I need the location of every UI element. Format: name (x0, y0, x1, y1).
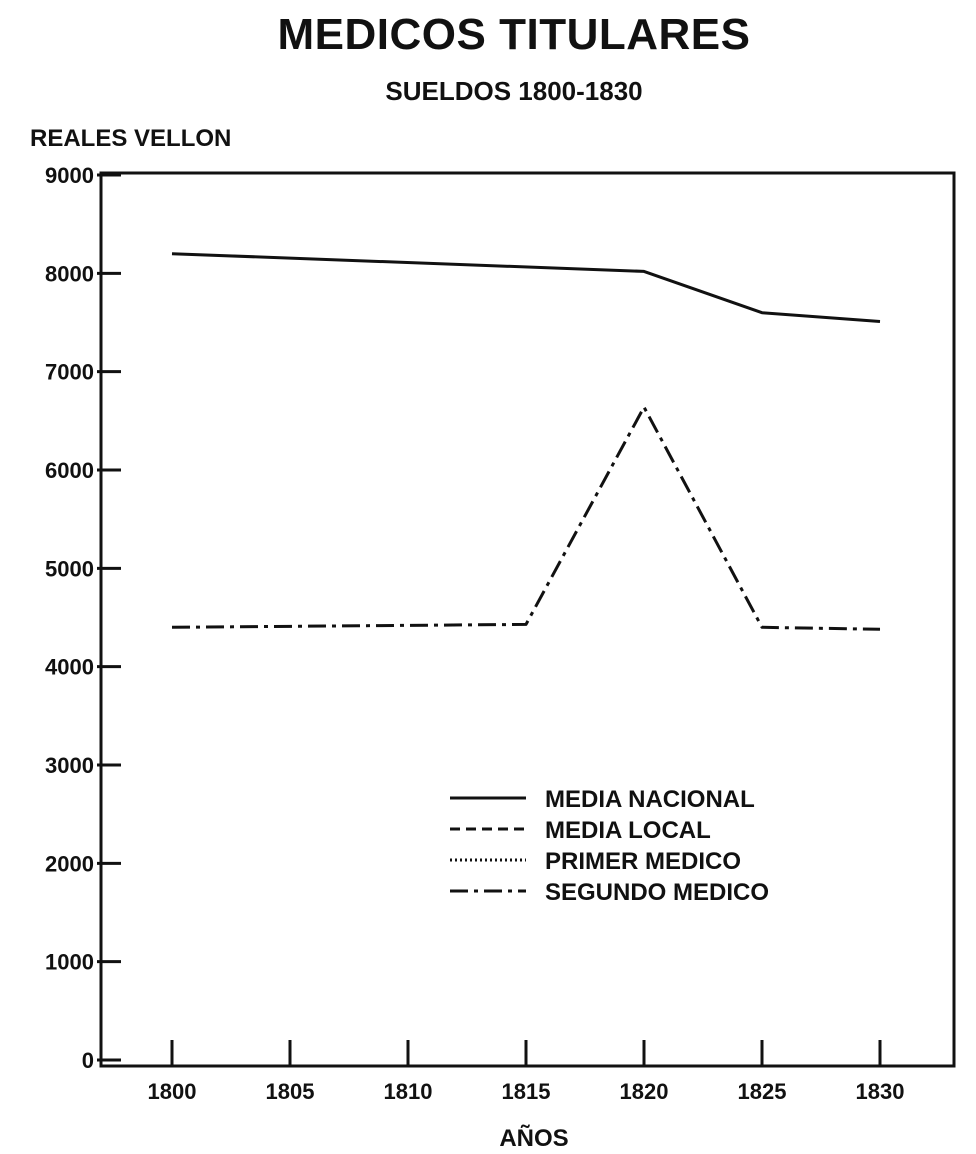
x-tick-label-1815: 1815 (502, 1079, 551, 1104)
x-tick-label-1830: 1830 (856, 1079, 905, 1104)
y-tick-label-4000: 4000 (45, 655, 94, 680)
y-tick-label-9000: 9000 (45, 163, 94, 188)
y-tick-label-6000: 6000 (45, 458, 94, 483)
y-tick-label-1000: 1000 (45, 950, 94, 975)
x-tick-label-1820: 1820 (620, 1079, 669, 1104)
x-tick-label-1800: 1800 (148, 1079, 197, 1104)
y-tick-label-2000: 2000 (45, 851, 94, 876)
y-axis-label: REALES VELLON (30, 125, 232, 152)
y-tick-label-7000: 7000 (45, 360, 94, 385)
chart-title: MEDICOS TITULARES (277, 10, 751, 59)
legend-label-4: SEGUNDO MEDICO (545, 879, 769, 906)
x-tick-label-1825: 1825 (738, 1079, 787, 1104)
y-tick-label-3000: 3000 (45, 753, 94, 778)
x-tick-label-1805: 1805 (266, 1079, 315, 1104)
x-tick-label-1810: 1810 (384, 1079, 433, 1104)
legend-label-2: MEDIA LOCAL (545, 817, 711, 844)
y-tick-label-8000: 8000 (45, 261, 94, 286)
series-line-segundo-medico (171, 405, 881, 631)
series-line-media-nacional (171, 252, 881, 323)
y-tick-label-5000: 5000 (45, 556, 94, 581)
chart-subtitle: SUELDOS 1800-1830 (385, 76, 643, 106)
plot-frame (99, 171, 956, 1068)
legend-label-3: PRIMER MEDICO (545, 848, 741, 875)
x-axis-label: AÑOS (499, 1124, 568, 1152)
y-tick-label-0: 0 (82, 1048, 94, 1073)
legend-label-1: MEDIA NACIONAL (545, 786, 755, 813)
